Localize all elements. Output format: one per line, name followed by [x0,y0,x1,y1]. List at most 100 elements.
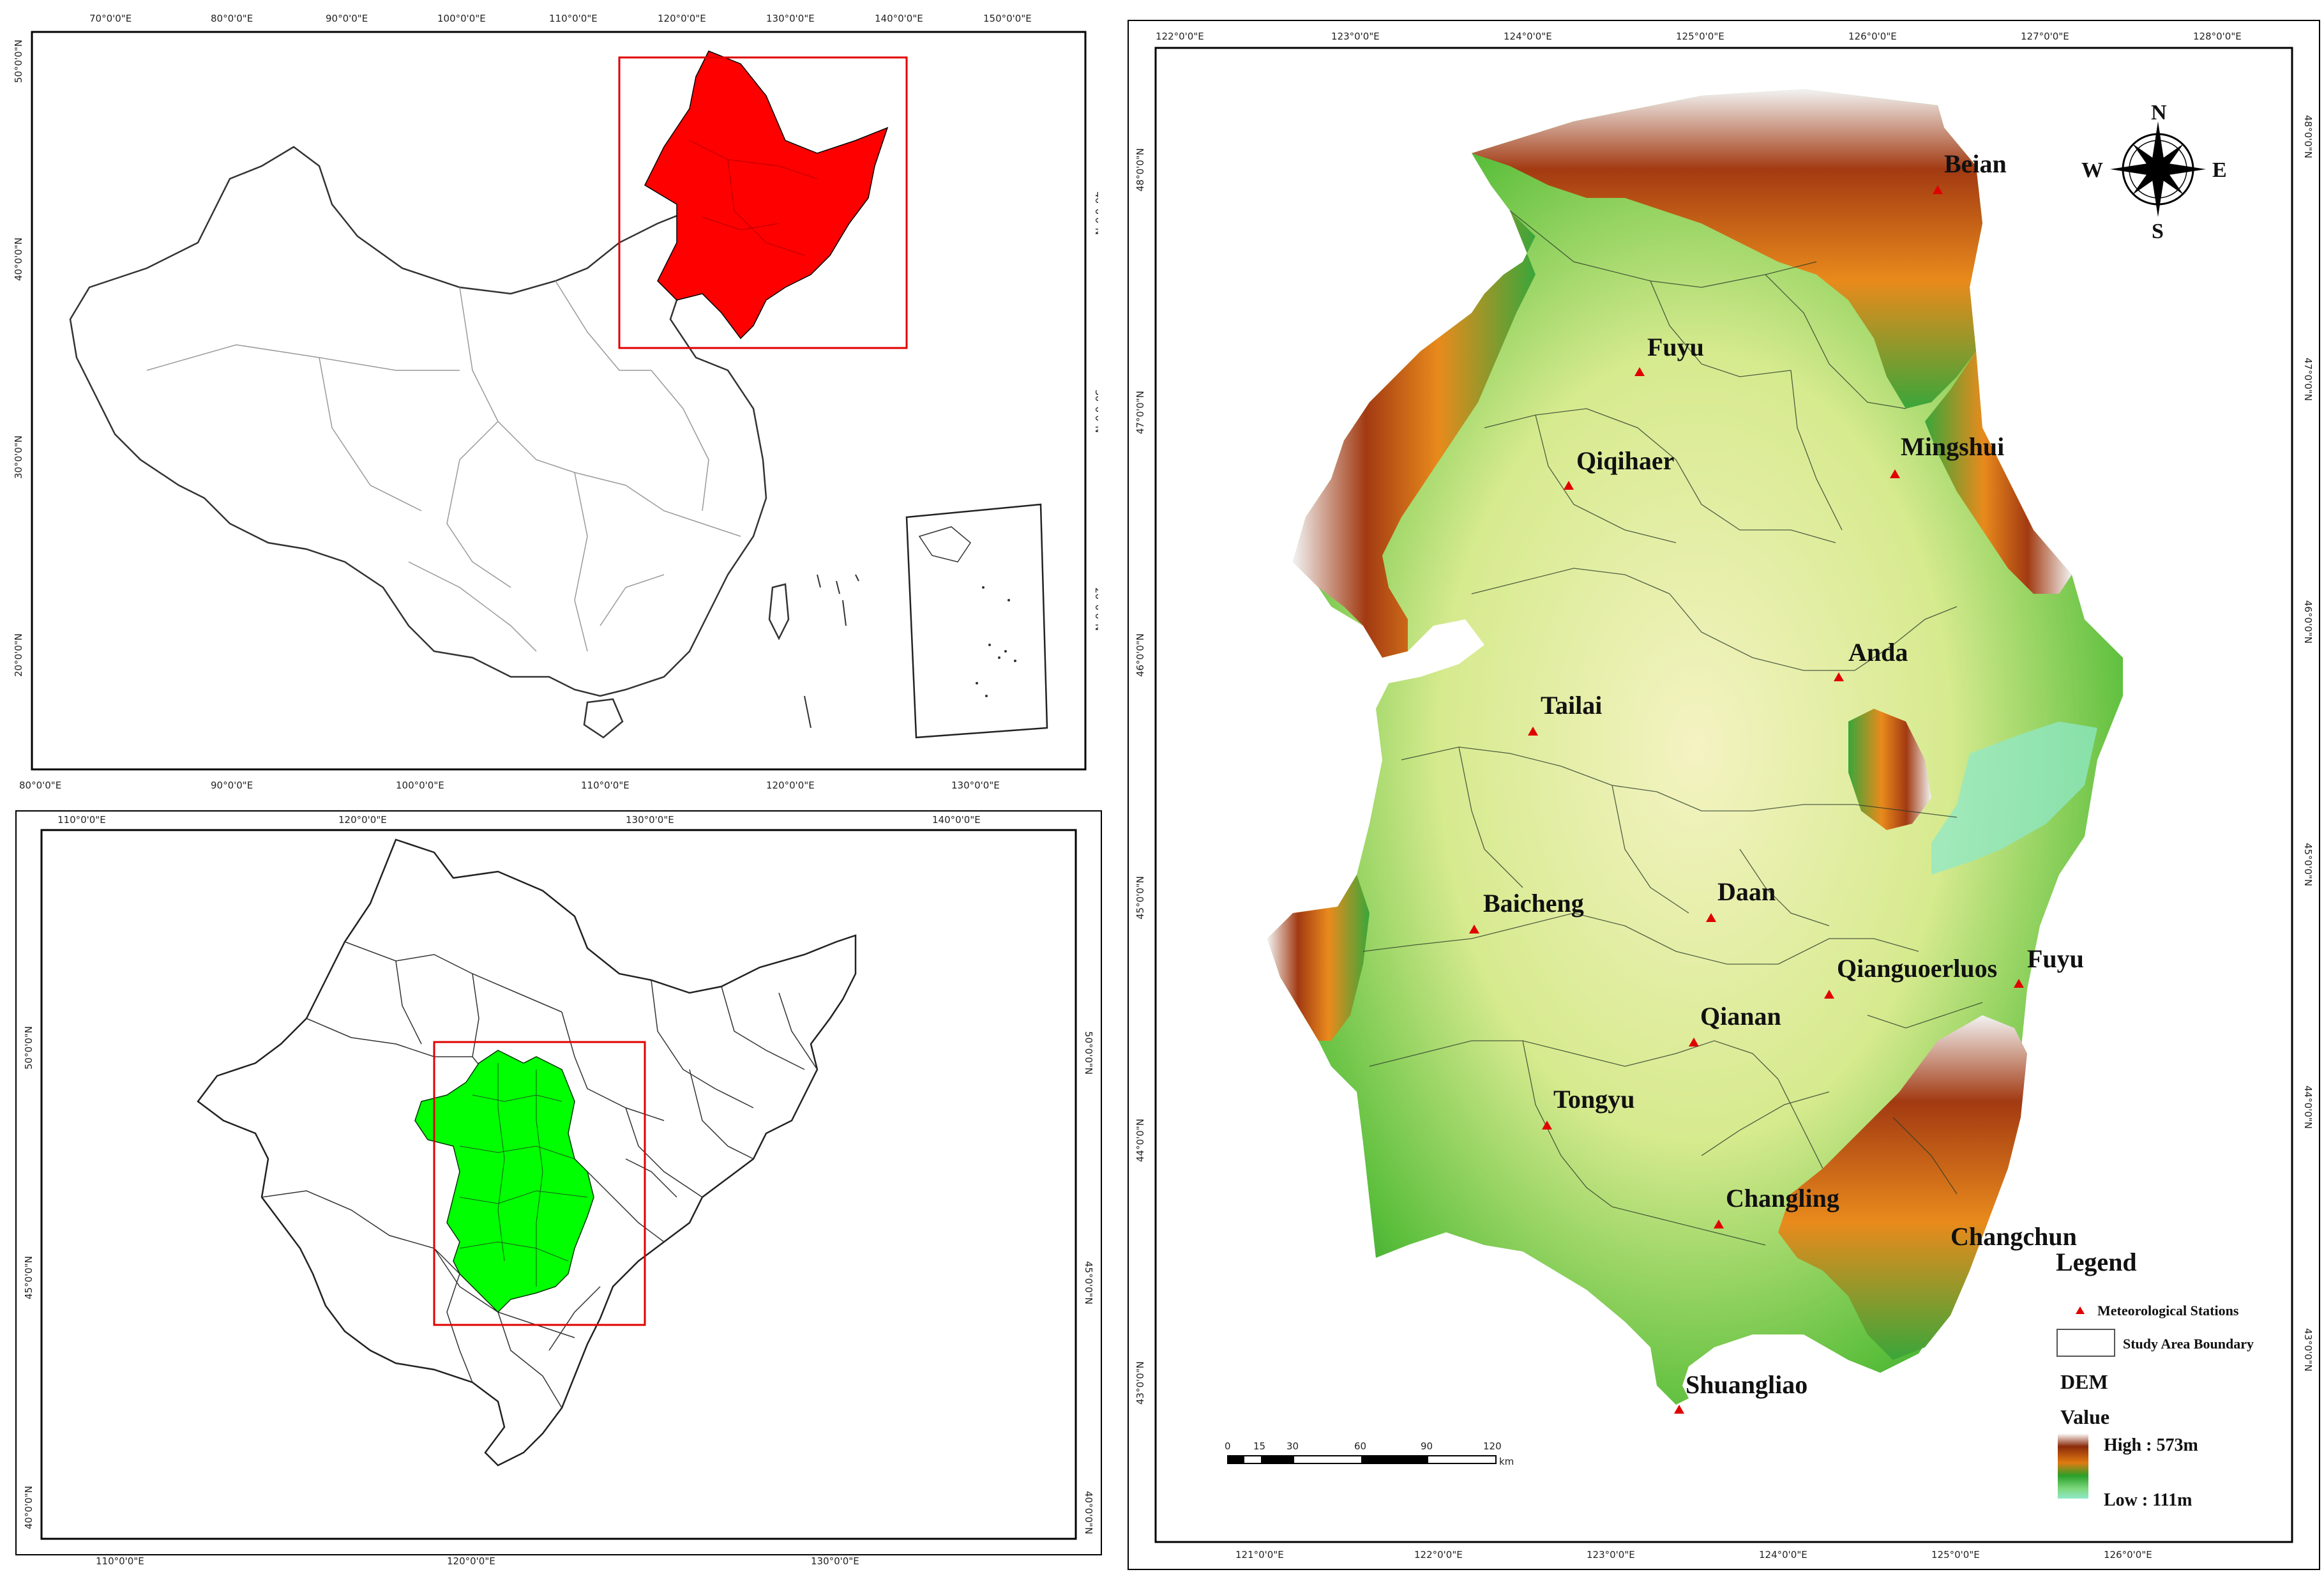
study-tick-bottom: 121°0'0"E [1235,1549,1284,1561]
study-tick-left: 48°0'0"N [1135,148,1146,192]
china-tick-top: 90°0'0"E [326,13,368,24]
station-label: Tongyu [1553,1085,1635,1114]
northeast-tick-top: 130°0'0"E [626,814,674,826]
station-label: Qiqihaer [1576,446,1674,475]
coastal-islands [804,574,859,729]
scale-bar: 0 15 30 60 90 120 km [1225,1440,1514,1467]
northeast-panel: 110°0'0"E 120°0'0"E 130°0'0"E 140°0'0"E … [13,801,1105,1568]
northeast-tick-left: 40°0'0"N [23,1486,34,1529]
dem-southeastern-mountains [1778,1015,2027,1360]
study-top-ticks: 122°0'0"E 123°0'0"E 124°0'0"E 125°0'0"E … [1156,31,2242,42]
compass-south-arrow [2152,169,2164,217]
station-beian: Beian [1933,149,2007,194]
study-tick-left: 43°0'0"N [1135,1361,1146,1405]
study-tick-bottom: 126°0'0"E [2104,1549,2152,1561]
study-tick-right: 47°0'0"N [2302,358,2314,401]
compass-ne-arrow [2158,144,2184,169]
northeast-tick-bottom: 110°0'0"E [96,1555,144,1567]
study-tick-top: 123°0'0"E [1331,31,1380,42]
study-tick-bottom: 123°0'0"E [1587,1549,1635,1561]
station-shuangliao: Shuangliao [1674,1370,1807,1414]
northeast-tick-top: 140°0'0"E [932,814,981,826]
station-qiqihaer: Qiqihaer [1564,446,1674,490]
study-tick-bottom: 125°0'0"E [1931,1549,1980,1561]
scale-bar-labels: 0 15 30 60 90 120 [1225,1440,1502,1452]
study-tick-left: 44°0'0"N [1135,1119,1146,1162]
station-baicheng: Baicheng [1469,889,1584,933]
study-tick-right: 44°0'0"N [2302,1085,2314,1129]
compass-east-label: E [2212,158,2227,182]
meteorological-stations: Beian Fuyu Mingshui Qiqihaer Anda Tailai [1469,149,2084,1414]
scale-label: 30 [1286,1440,1299,1452]
study-area-highlight [414,1050,594,1313]
dem-baicheng-mountains [1267,875,1370,1041]
dem-raster [1267,89,2123,1405]
compass-north-label: N [2151,101,2167,125]
china-tick-top: 150°0'0"E [983,13,1032,24]
legend-title: Legend [2056,1248,2137,1276]
taiwan-island [768,583,790,640]
study-tick-top: 127°0'0"E [2021,31,2069,42]
study-tick-top: 126°0'0"E [1848,31,1897,42]
station-marker [1528,727,1538,736]
china-tick-top: 130°0'0"E [766,13,815,24]
northeast-tick-right: 45°0'0"N [1083,1261,1094,1304]
china-tick-bottom: 120°0'0"E [766,780,815,791]
northeast-tick-left: 50°0'0"N [23,1026,34,1069]
station-marker [1564,481,1574,490]
inset-islands [976,586,1016,697]
study-tick-bottom: 122°0'0"E [1414,1549,1463,1561]
legend-dem-title: DEM [2060,1370,2108,1393]
northeast-right-ticks: 50°0'0"N 45°0'0"N 40°0'0"N [1083,1031,1094,1534]
northeast-county-lines [261,941,818,1409]
dem-plain-base [1267,89,2123,1405]
station-fuyu-north: Fuyu [1634,333,1704,376]
china-tick-right: 30°0'0"N [1093,389,1098,433]
station-label: Changling [1726,1184,1839,1213]
china-left-ticks: 50°0'0"N 40°0'0"N 30°0'0"N 20°0'0"N [13,40,24,677]
china-tick-bottom: 100°0'0"E [396,780,444,791]
study-tick-left: 45°0'0"N [1135,876,1146,919]
china-province-lines [146,280,741,652]
china-outline [69,146,767,697]
china-bottom-ticks: 80°0'0"E 90°0'0"E 100°0'0"E 110°0'0"E 12… [19,780,1000,791]
study-tick-top: 122°0'0"E [1156,31,1204,42]
study-tick-right: 46°0'0"N [2302,600,2314,644]
northeast-tick-top: 110°0'0"E [57,814,106,826]
station-label: Tailai [1541,691,1602,720]
compass-sw-arrow [2132,169,2158,195]
china-top-ticks: 70°0'0"E 80°0'0"E 90°0'0"E 100°0'0"E 110… [89,13,1032,24]
station-label: Qianan [1700,1002,1781,1031]
station-label: Daan [1717,877,1776,906]
northeast-extent-box [618,56,908,349]
scale-bar-segment [1261,1456,1294,1463]
station-changchun: Changchun [1950,1222,2077,1251]
scale-label: 60 [1354,1440,1366,1452]
china-tick-top: 120°0'0"E [658,13,706,24]
study-tick-left: 46°0'0"N [1135,633,1146,677]
compass-nw-arrow [2132,144,2158,169]
dem-northern-mountains [1472,89,1982,409]
china-tick-left: 50°0'0"N [13,40,24,83]
station-marker [1706,913,1716,922]
station-label: Fuyu [1647,333,1704,361]
hainan-island [583,698,624,739]
station-changling: Changling [1714,1184,1839,1228]
station-marker [1714,1220,1724,1228]
study-area-dem-map: 122°0'0"E 123°0'0"E 124°0'0"E 125°0'0"E … [1128,20,2320,1570]
study-tick-right: 45°0'0"N [2302,843,2314,886]
station-tongyu: Tongyu [1542,1085,1635,1130]
station-marker [1890,469,1900,478]
northeast-map: 110°0'0"E 120°0'0"E 130°0'0"E 140°0'0"E … [15,810,1102,1567]
northeast-china-highlight [644,50,889,340]
northeast-top-ticks: 110°0'0"E 120°0'0"E 130°0'0"E 140°0'0"E [57,814,981,826]
northeast-left-ticks: 50°0'0"N 45°0'0"N 40°0'0"N [23,1026,34,1529]
china-tick-top: 70°0'0"E [89,13,132,24]
northeast-tick-right: 50°0'0"N [1083,1031,1094,1075]
legend-high-label: High : 573m [2104,1435,2198,1455]
scale-label: 15 [1253,1440,1265,1452]
station-daan: Daan [1706,877,1776,922]
scale-label: 120 [1483,1440,1502,1452]
station-label: Changchun [1950,1222,2077,1251]
station-label: Anda [1848,638,1908,667]
